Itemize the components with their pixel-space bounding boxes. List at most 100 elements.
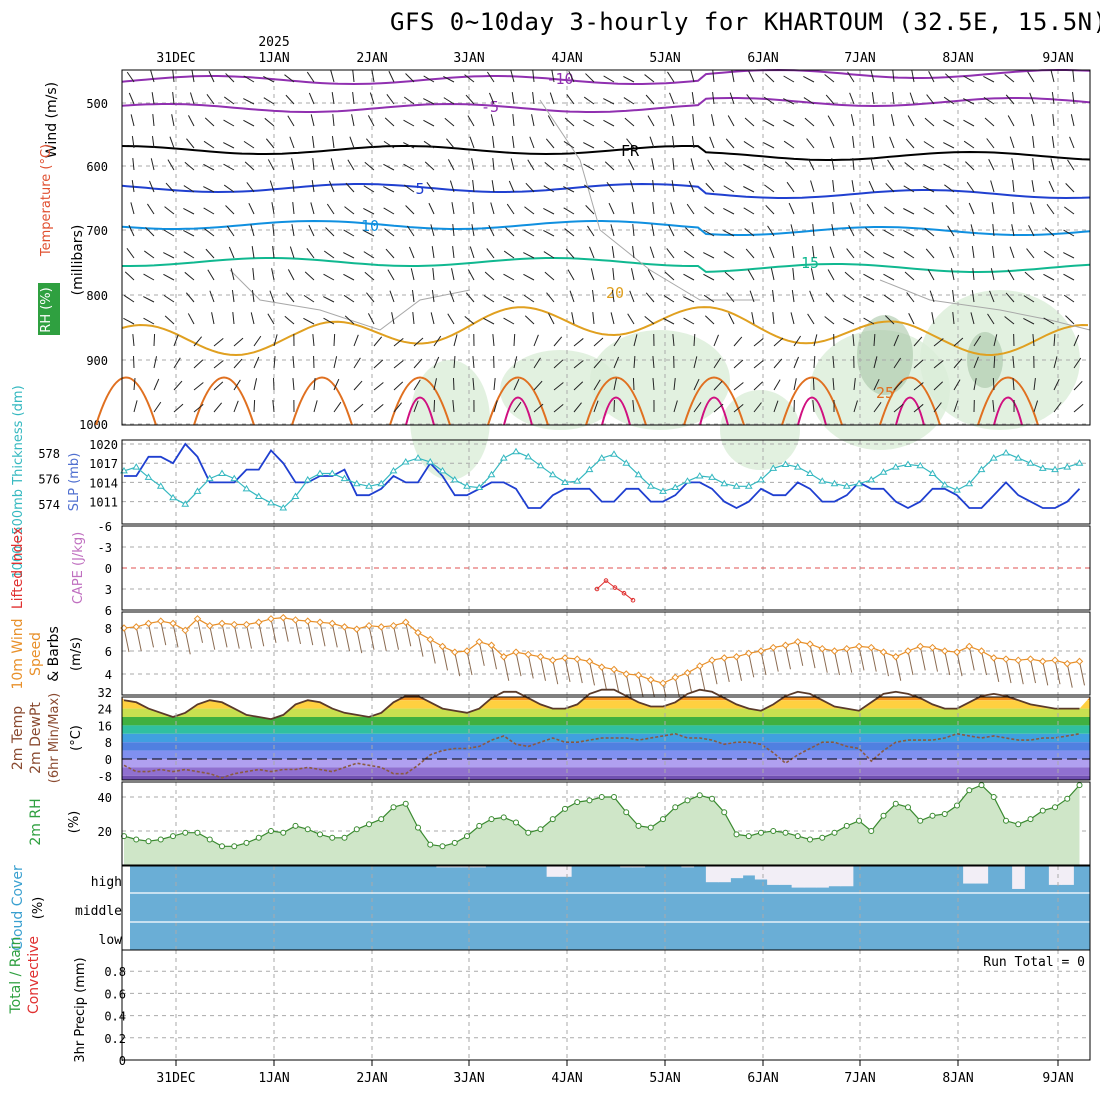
wind-barb: [970, 312, 975, 325]
wind-barb: [626, 138, 635, 149]
wind-barb: [292, 202, 295, 215]
wind-barb: [613, 378, 617, 391]
wind-barb: [651, 224, 655, 237]
wind-barb: [863, 296, 875, 303]
thickness-point: [659, 487, 667, 494]
wind10m-barb: [772, 647, 779, 672]
wind-barb: [403, 163, 415, 171]
rh-point: [1076, 782, 1083, 789]
wind-barb: [903, 229, 915, 237]
isotherm-label: 25: [876, 384, 894, 402]
wind-barb: [723, 208, 735, 215]
wind-barb: [1064, 206, 1075, 215]
rh-point: [807, 836, 813, 843]
wind-barb: [593, 358, 603, 369]
wind-barb: [391, 312, 395, 325]
high-cloud-gap: [448, 866, 462, 868]
wind10m-point: [267, 615, 275, 623]
wind-barb: [1067, 159, 1075, 171]
wind10m-barb: [907, 650, 914, 676]
wind-barb: [825, 292, 835, 303]
wind-barb: [186, 138, 195, 149]
slp-tick-1020: 1020: [89, 438, 118, 452]
wind10m-barb: [442, 646, 448, 671]
thickness-tick-576: 576: [38, 473, 60, 487]
bottom-date-label-3JAN: 3JAN: [453, 1071, 484, 1086]
wind10m-point: [1002, 655, 1010, 663]
wind10m-point: [573, 655, 581, 663]
wind-barb: [151, 92, 155, 105]
rh-point: [880, 812, 887, 819]
wind10m-barb: [527, 654, 534, 679]
wind10m-point: [916, 642, 924, 651]
rh-contour: [539, 99, 760, 301]
wind-barb: [786, 181, 795, 193]
wind10m-point: [451, 648, 459, 656]
thickness-point: [989, 454, 998, 461]
wind-barb: [131, 180, 135, 193]
wind-barb: [203, 163, 215, 171]
rh-point: [231, 843, 238, 850]
rh-point: [549, 816, 556, 823]
li-tick: -6: [98, 520, 112, 534]
wind-barb: [753, 338, 764, 347]
wind-barb: [510, 70, 515, 83]
thickness-point: [683, 477, 692, 484]
li-tick: -3: [98, 541, 112, 555]
isotherm-25-line: [879, 376, 941, 426]
wind-barb: [751, 312, 755, 325]
thickness-point: [156, 482, 165, 489]
run-total-label: Run Total = 0: [983, 955, 1085, 970]
wind-barb: [630, 180, 635, 193]
temperature-color-band: [122, 717, 1090, 726]
wind10m-point: [169, 619, 177, 628]
wind-barb: [313, 378, 316, 391]
wind-barb: [608, 202, 615, 215]
wind-barb: [484, 271, 495, 281]
wind10m-point: [745, 649, 753, 658]
wind-barb: [990, 180, 995, 193]
wind-barb: [872, 114, 875, 127]
wind-barb: [508, 180, 515, 193]
rh-point: [709, 795, 715, 802]
wind-barb: [924, 228, 935, 237]
wind-barb: [992, 224, 995, 237]
wind-barb: [492, 158, 495, 171]
wind-barb: [472, 180, 475, 193]
isotherm-label: -5: [481, 98, 499, 116]
wind-barb: [150, 158, 155, 171]
wind-barb: [883, 273, 895, 281]
wind-barb: [929, 290, 935, 303]
wind-barb: [849, 92, 855, 105]
isotherm-25-line: [781, 376, 843, 426]
pressure-tick-600: 600: [86, 160, 108, 174]
wind-barb: [233, 337, 244, 347]
wind-barb: [523, 229, 535, 237]
wind-barb: [471, 158, 475, 171]
wind-barb: [465, 292, 475, 303]
wind-barb: [447, 313, 455, 325]
rh-point: [598, 794, 605, 800]
rh-point: [978, 782, 985, 789]
wind-barb: [433, 399, 436, 413]
wind-barb: [529, 136, 535, 149]
wind-barb: [992, 400, 995, 413]
wind-barb: [652, 202, 655, 215]
wind-barb: [304, 271, 315, 281]
thickness-point: [965, 479, 974, 487]
wind-barb: [363, 185, 375, 193]
wind-barb: [573, 360, 584, 369]
high-cloud-gap: [828, 866, 842, 887]
rh-point: [574, 799, 581, 806]
wind-barb: [143, 273, 155, 281]
wind-barb: [345, 182, 355, 193]
wind-barb: [943, 163, 955, 171]
wind-barb: [667, 71, 675, 83]
rh-point: [206, 836, 213, 843]
wind-barb: [1072, 92, 1075, 105]
isotherm-label: -10: [546, 70, 573, 88]
top-year-label: 2025: [258, 35, 289, 50]
wind-barb: [953, 400, 959, 413]
wind-barb: [184, 161, 195, 171]
thickness-point: [499, 454, 508, 461]
